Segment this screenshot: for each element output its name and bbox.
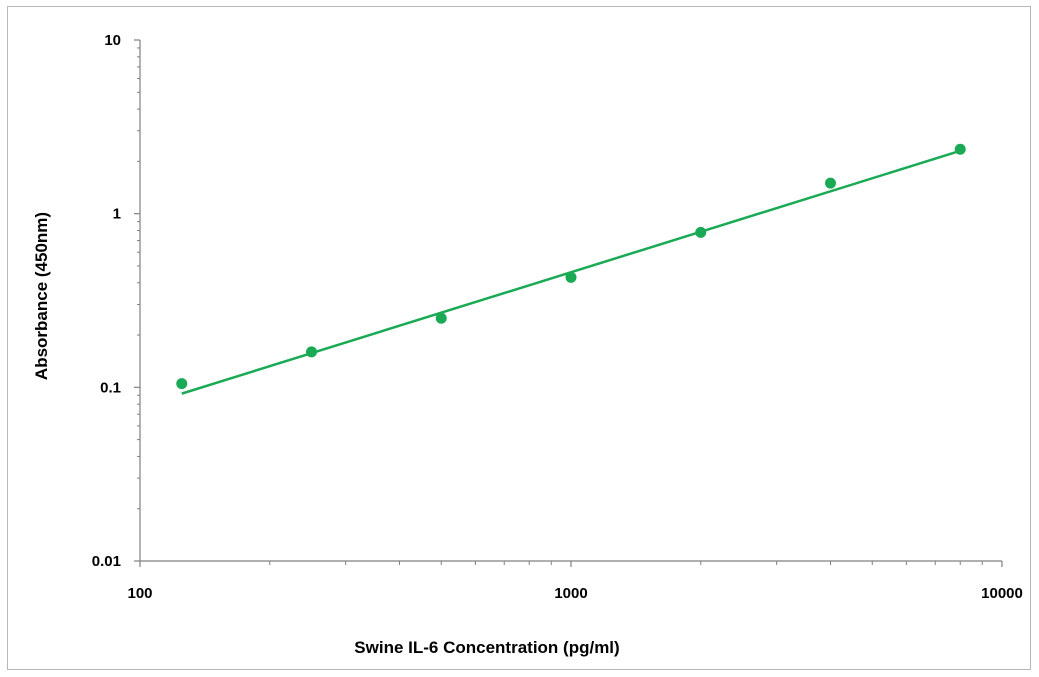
y-tick-label: 1 [113, 206, 121, 223]
chart-frame [7, 6, 1031, 670]
data-point [954, 143, 966, 155]
x-tick-label: 1000 [554, 585, 587, 602]
y-tick-label: 0.1 [100, 379, 121, 396]
data-point [695, 226, 707, 238]
y-tick-label: 0.01 [92, 553, 121, 570]
data-point [565, 271, 577, 283]
y-tick-label: 10 [104, 32, 121, 49]
axes: 10 1 0.1 0.01 100 1000 10000 [92, 32, 1023, 602]
x-axis-title: Swine IL-6 Concentration (pg/ml) [354, 638, 619, 657]
x-tick-label: 10000 [981, 585, 1023, 602]
x-tick-label: 100 [127, 585, 152, 602]
data-point [824, 177, 836, 189]
data-point [435, 312, 447, 324]
data-point [306, 346, 318, 358]
y-axis-title: Absorbance (450nm) [32, 212, 51, 380]
data-points [176, 143, 966, 390]
data-point [176, 378, 188, 390]
